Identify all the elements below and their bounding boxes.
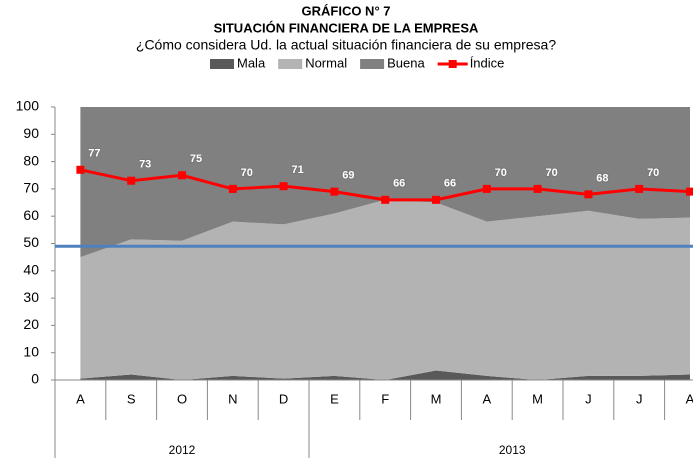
group-label: 2013 (499, 443, 526, 457)
legend-swatch (210, 59, 234, 69)
value-label: 69 (342, 170, 354, 182)
value-label: 70 (241, 167, 253, 179)
index-marker (228, 184, 237, 193)
index-marker (381, 195, 390, 204)
value-label: 70 (495, 167, 507, 179)
legend-label: Índice (470, 55, 505, 70)
index-marker (533, 184, 542, 193)
index-marker (279, 182, 288, 191)
y-tick-label: 0 (31, 371, 39, 387)
index-marker (76, 165, 85, 174)
area (80, 107, 690, 258)
value-label: 77 (88, 148, 100, 160)
x-tick-label: M (431, 391, 442, 406)
x-tick-label: D (279, 391, 288, 406)
value-label: 66 (444, 178, 456, 190)
x-tick-label: J (585, 391, 592, 406)
index-marker (330, 187, 339, 196)
y-tick-label: 100 (16, 98, 40, 114)
value-label: 75 (190, 153, 202, 165)
x-tick-label: A (686, 391, 693, 406)
index-marker (686, 187, 693, 196)
index-marker (584, 190, 593, 199)
index-marker (482, 184, 491, 193)
legend-swatch (360, 59, 385, 69)
legend-swatch (278, 59, 303, 69)
group-label: 2012 (169, 443, 196, 457)
x-tick-label: O (177, 391, 187, 406)
legend-marker (448, 60, 457, 68)
chart-title: GRÁFICO N° 7 (302, 3, 391, 18)
value-label: 70 (545, 167, 557, 179)
x-tick-label: M (532, 391, 543, 406)
y-tick-label: 20 (23, 316, 39, 332)
x-tick-label: A (482, 391, 491, 406)
x-tick-label: N (228, 391, 237, 406)
index-marker (178, 171, 186, 180)
index-marker (635, 184, 644, 193)
value-label: 73 (139, 159, 151, 171)
y-tick-label: 70 (23, 180, 39, 196)
value-label: 68 (596, 172, 608, 184)
x-tick-label: J (636, 391, 643, 406)
area (80, 370, 690, 380)
y-tick-label: 30 (23, 289, 39, 305)
x-tick-label: F (381, 391, 389, 406)
legend-label: Buena (387, 55, 425, 70)
value-label: 70 (647, 167, 659, 179)
y-tick-label: 80 (23, 152, 39, 168)
y-tick-label: 40 (23, 262, 39, 278)
y-tick-label: 60 (23, 207, 39, 223)
chart-subtitle: SITUACIÓN FINANCIERA DE LA EMPRESA (214, 20, 479, 35)
chart-question: ¿Cómo considera Ud. la actual situación … (136, 37, 556, 53)
x-tick-label: E (330, 391, 339, 406)
value-label: 71 (291, 164, 303, 176)
x-tick-label: A (76, 391, 85, 406)
y-tick-label: 90 (23, 125, 39, 141)
value-label: 66 (393, 178, 405, 190)
y-tick-label: 50 (23, 234, 39, 250)
legend-label: Normal (305, 55, 347, 70)
legend-label: Mala (237, 55, 266, 70)
x-tick-label: S (127, 391, 136, 406)
index-marker (432, 195, 440, 204)
y-tick-label: 10 (23, 343, 39, 359)
index-marker (127, 176, 136, 185)
